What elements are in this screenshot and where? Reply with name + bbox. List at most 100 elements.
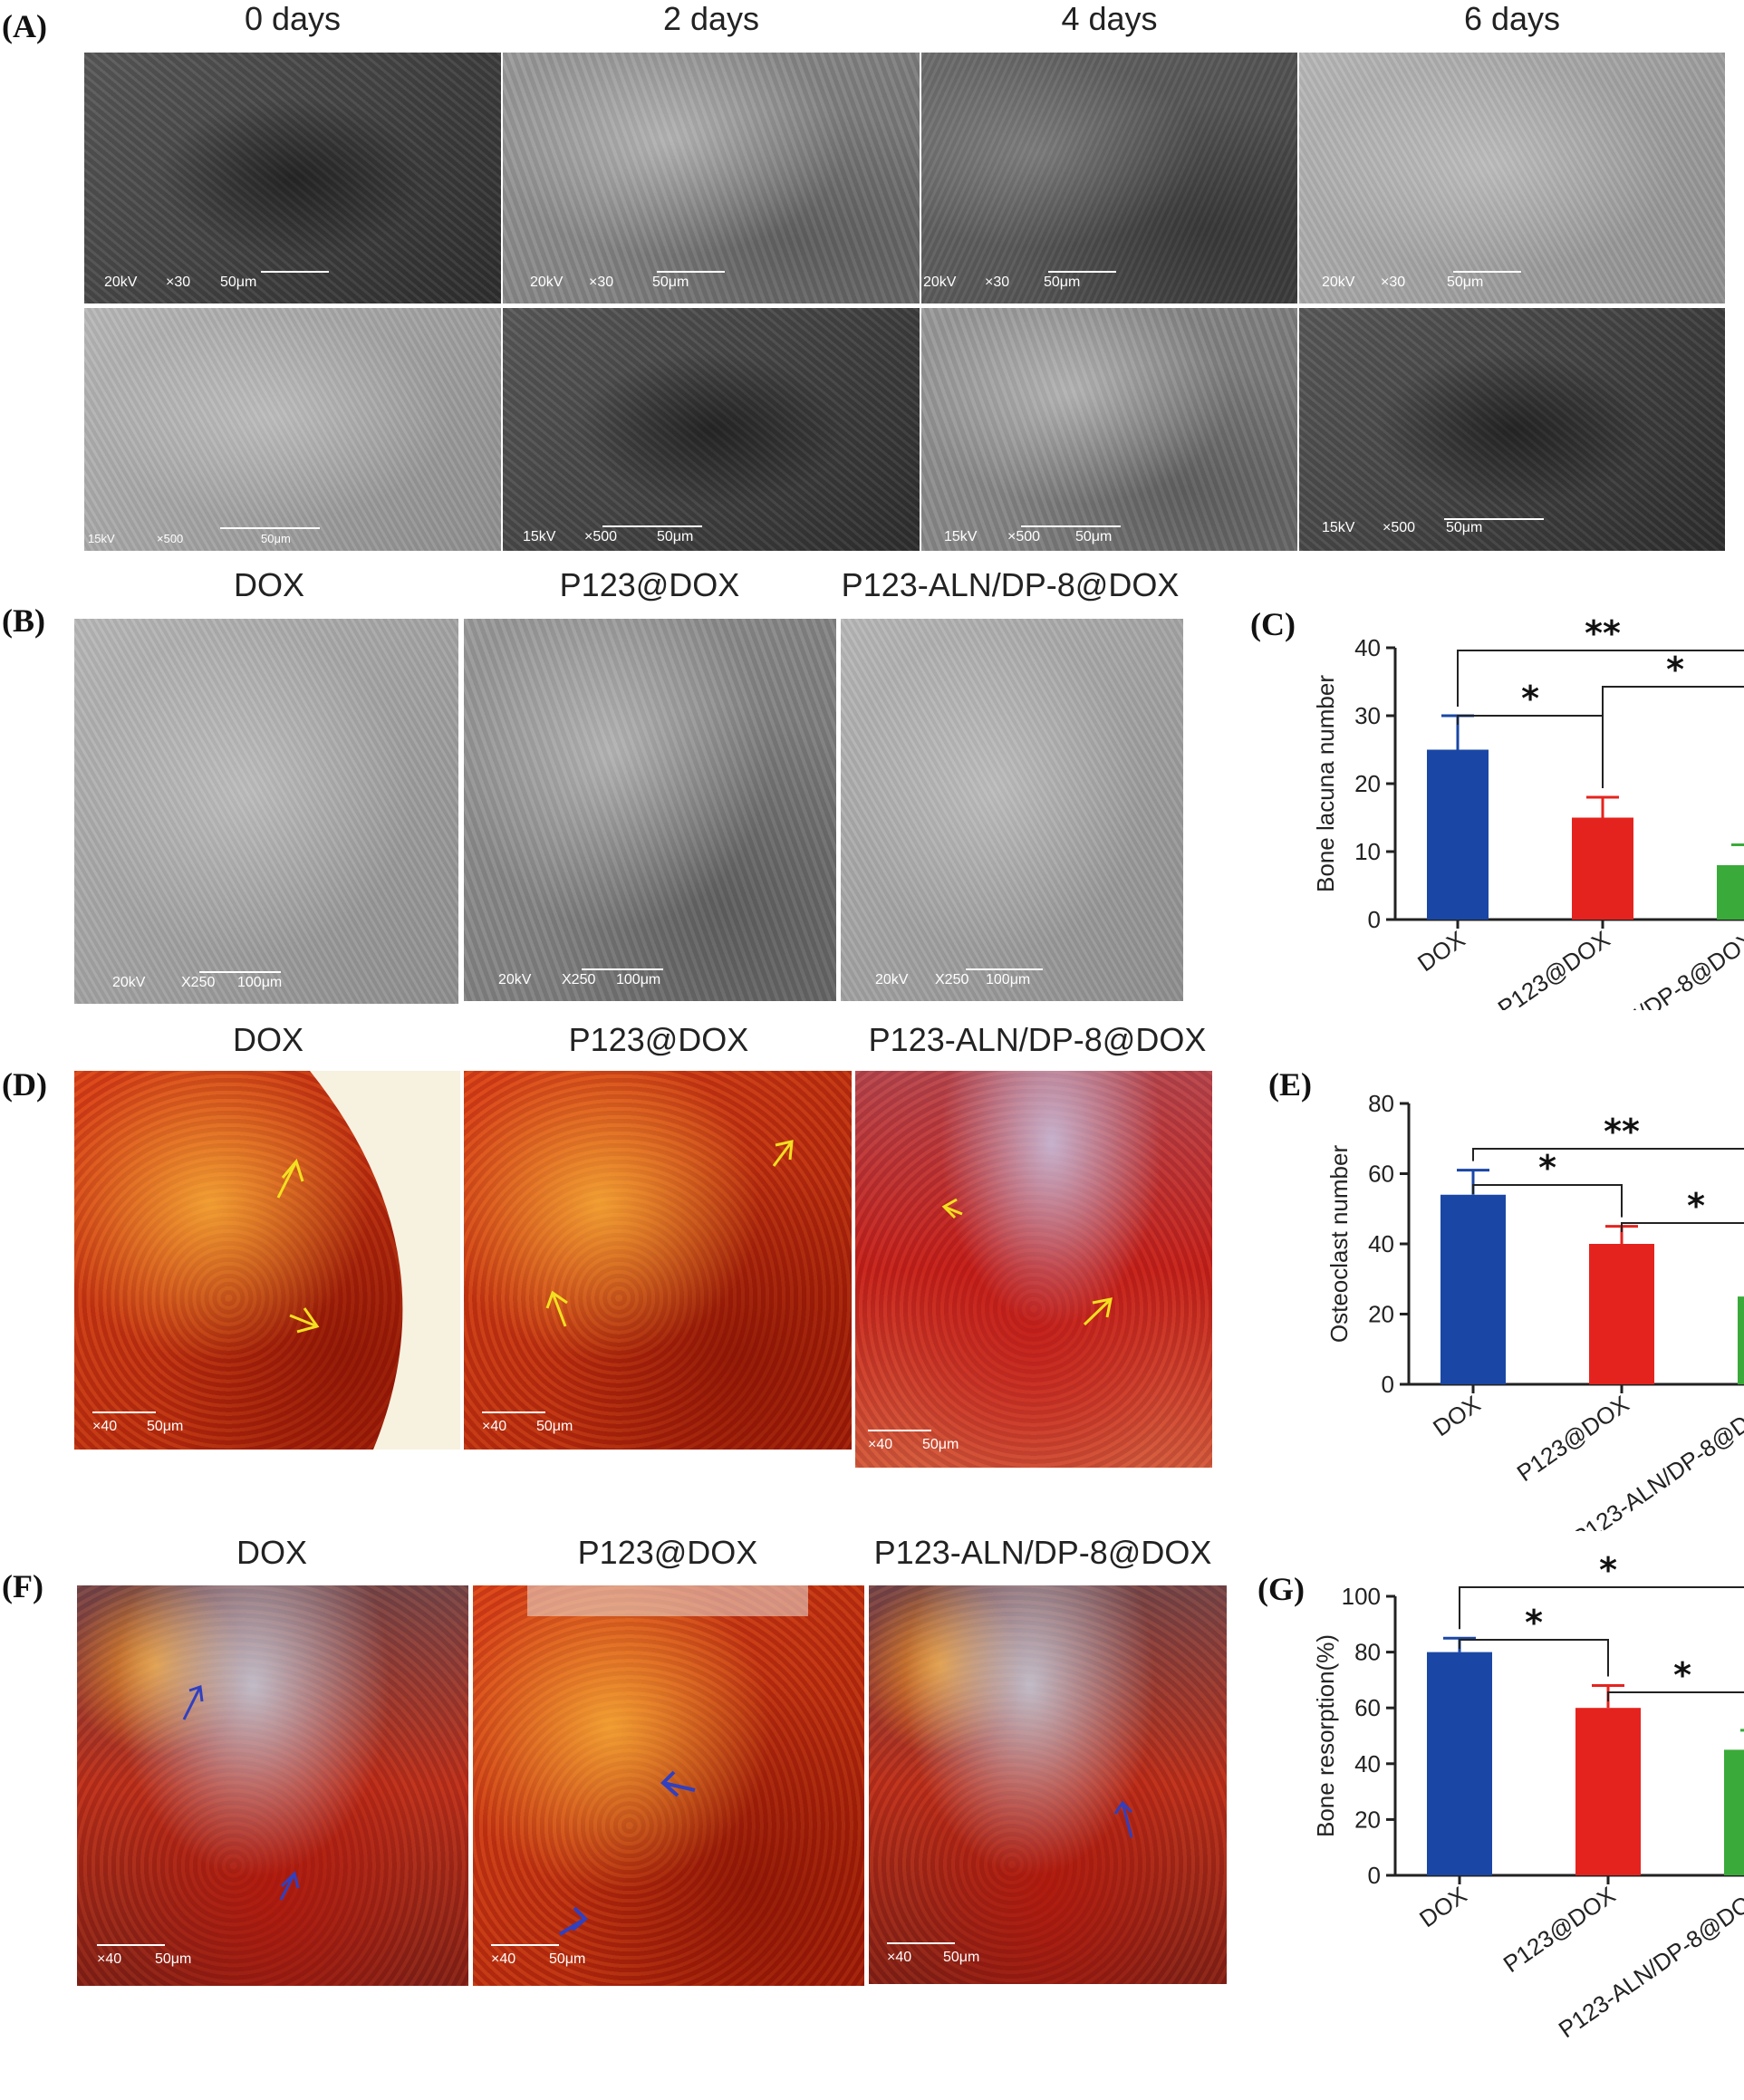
trap-scale: 50μm — [536, 1419, 573, 1434]
y-tick-label: 20 — [1354, 770, 1381, 797]
sem-mag: ×500 — [584, 529, 618, 544]
sem-day6-high: 15kV ×500 50μm — [1299, 308, 1725, 551]
y-tick-label: 80 — [1354, 1639, 1381, 1666]
y-tick-label: 40 — [1368, 1230, 1394, 1257]
sem-scale: 100μm — [616, 972, 661, 987]
trap-scale: 50μm — [549, 1951, 586, 1967]
y-tick-label: 80 — [1368, 1090, 1394, 1117]
y-tick-label: 0 — [1368, 1862, 1381, 1889]
sem-kv: 20kV — [530, 275, 564, 290]
significance-bracket — [1472, 1148, 1744, 1161]
sem-scale: 50μm — [1446, 520, 1483, 535]
arrow-icon — [289, 1307, 320, 1334]
d-title-dox: DOX — [232, 1021, 304, 1058]
trap-d-p123: ×40 50μm — [464, 1071, 852, 1450]
significance-bracket — [1607, 1691, 1744, 1701]
significance-mark: * — [1538, 1148, 1556, 1188]
y-tick-label: 0 — [1382, 1371, 1394, 1398]
arrow-icon — [1113, 1800, 1133, 1838]
scale-bar — [220, 527, 320, 529]
sem-scale: 50μm — [1044, 275, 1081, 290]
trap-f-dox: ×40 50μm — [77, 1585, 468, 1986]
scale-bar — [1453, 271, 1521, 273]
sem-day4-low: 20kV ×30 50μm — [921, 53, 1297, 303]
category-label: P123@DOX — [1498, 1881, 1621, 1978]
y-tick-label: 30 — [1354, 702, 1381, 729]
y-axis-label: Bone resorption(%) — [1312, 1634, 1339, 1837]
significance-mark: * — [1521, 679, 1539, 718]
significance-bracket — [1459, 1639, 1609, 1677]
sem-day0-low: 20kV ×30 50μm — [84, 53, 501, 303]
d-title-p123: P123@DOX — [568, 1021, 749, 1058]
sem-day4-high: 15kV ×500 50μm — [921, 308, 1297, 551]
y-tick-label: 100 — [1342, 1583, 1381, 1610]
arrow-icon — [182, 1684, 204, 1720]
field-edge — [527, 1585, 808, 1616]
bar-1 — [1572, 817, 1633, 920]
b-title-p123: P123@DOX — [559, 566, 740, 603]
significance-mark: * — [1525, 1603, 1543, 1642]
sem-b-aln: 20kV X250 100μm — [841, 619, 1183, 1001]
f-title-aln: P123-ALN/DP-8@DOX — [873, 1534, 1212, 1571]
sem-mag: X250 — [181, 975, 216, 990]
b-title-aln: P123-ALN/DP-8@DOX — [841, 566, 1180, 603]
trap-d-aln: ×40 50μm — [855, 1071, 1212, 1468]
scale-bar — [199, 971, 281, 973]
d-title-aln: P123-ALN/DP-8@DOX — [868, 1021, 1207, 1058]
category-label: P123@DOX — [1493, 925, 1615, 1010]
sem-mag: ×500 — [157, 532, 184, 545]
significance-bracket — [1621, 1222, 1744, 1232]
sem-scale: 50μm — [657, 529, 694, 544]
sem-scale: 50μm — [1447, 275, 1484, 290]
sem-mag: ×500 — [1007, 529, 1041, 544]
sem-day0-high: 15kV ×500 50μm — [84, 308, 501, 551]
trap-f-dox-overlay — [182, 1684, 300, 1901]
significance-bracket — [1472, 1184, 1623, 1218]
significance-mark: * — [1687, 1186, 1705, 1226]
panel-label-c: (C) — [1250, 606, 1296, 642]
significance-mark: * — [1673, 1655, 1691, 1695]
panel-label-e: (E) — [1268, 1066, 1312, 1103]
sem-mag: ×30 — [1381, 275, 1406, 290]
scale-bar — [1444, 518, 1544, 520]
trap-f-p123: ×40 50μm — [473, 1585, 864, 1986]
y-axis-label: Bone lacuna number — [1312, 675, 1339, 892]
sem-mag: ×30 — [589, 275, 614, 290]
y-axis-label: Osteoclast number — [1325, 1145, 1353, 1344]
y-tick-label: 0 — [1368, 906, 1381, 933]
day-label-6: 6 days — [1463, 0, 1561, 37]
bar-1 — [1575, 1708, 1641, 1875]
trap-d-dox-overlay — [276, 1071, 460, 1450]
scale-bar — [966, 968, 1043, 970]
day-label-0: 0 days — [244, 0, 342, 37]
sem-kv: 20kV — [498, 972, 532, 987]
category-label: DOX — [1428, 1390, 1485, 1441]
panel-label-a: (A) — [2, 8, 47, 44]
sem-scale: 50μm — [220, 275, 257, 290]
bar-2 — [1724, 1749, 1744, 1875]
trap-mag: ×40 — [92, 1419, 118, 1434]
trap-d-p123-overlay — [545, 1140, 794, 1327]
significance-bracket — [1602, 686, 1744, 788]
arrow-icon — [545, 1290, 568, 1327]
scale-bar — [482, 1411, 545, 1413]
significance-mark: * — [1666, 650, 1684, 689]
trap-f-aln-overlay — [1113, 1800, 1133, 1838]
trap-mag: ×40 — [491, 1951, 516, 1967]
sem-kv: 20kV — [923, 275, 957, 290]
scale-bar — [887, 1942, 955, 1944]
scale-bar — [491, 1944, 559, 1946]
bar-0 — [1427, 1652, 1492, 1875]
panel-label-f: (F) — [2, 1568, 43, 1604]
category-label: DOX — [1414, 1881, 1471, 1932]
significance-bracket — [1459, 1586, 1744, 1630]
field-edge — [310, 1071, 460, 1450]
sem-kv: 15kV — [944, 529, 978, 544]
significance-mark: ** — [1604, 1112, 1640, 1151]
sem-mag: X250 — [935, 972, 969, 987]
scale-bar — [582, 968, 663, 970]
trap-scale: 50μm — [155, 1951, 192, 1967]
sem-kv: 15kV — [88, 532, 115, 545]
